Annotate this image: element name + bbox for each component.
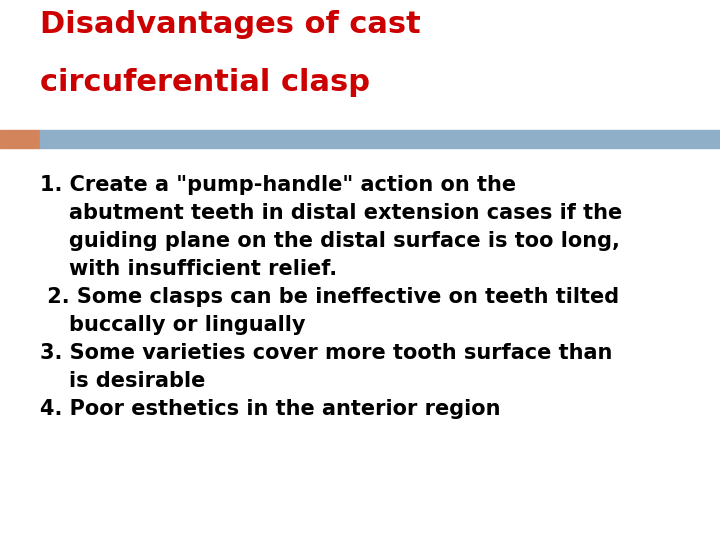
Text: 1. Create a "pump-handle" action on the: 1. Create a "pump-handle" action on the bbox=[40, 175, 516, 195]
Text: guiding plane on the distal surface is too long,: guiding plane on the distal surface is t… bbox=[40, 231, 620, 251]
Text: with insufficient relief.: with insufficient relief. bbox=[40, 259, 337, 279]
Text: buccally or lingually: buccally or lingually bbox=[40, 315, 305, 335]
Text: 4. Poor esthetics in the anterior region: 4. Poor esthetics in the anterior region bbox=[40, 399, 500, 419]
Text: is desirable: is desirable bbox=[40, 371, 205, 391]
Bar bbox=[0, 130, 40, 148]
Bar bbox=[40, 130, 720, 148]
Text: Disadvantages of cast: Disadvantages of cast bbox=[40, 10, 420, 39]
Text: abutment teeth in distal extension cases if the: abutment teeth in distal extension cases… bbox=[40, 203, 622, 223]
Text: circuferential clasp: circuferential clasp bbox=[40, 68, 370, 97]
Text: 3. Some varieties cover more tooth surface than: 3. Some varieties cover more tooth surfa… bbox=[40, 343, 613, 363]
Text: 2. Some clasps can be ineffective on teeth tilted: 2. Some clasps can be ineffective on tee… bbox=[40, 287, 619, 307]
